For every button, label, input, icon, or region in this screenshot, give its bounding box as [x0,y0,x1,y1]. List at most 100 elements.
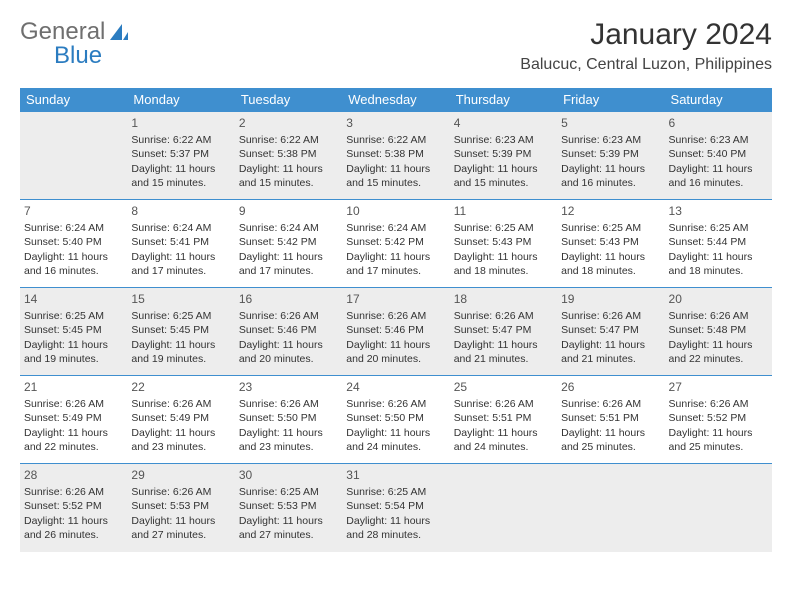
day-detail-line: Sunrise: 6:26 AM [24,397,123,411]
day-number: 24 [346,379,445,395]
calendar-day-cell: 25Sunrise: 6:26 AMSunset: 5:51 PMDayligh… [450,376,557,464]
logo-sail-icon [108,22,130,42]
calendar-day-cell: 31Sunrise: 6:25 AMSunset: 5:54 PMDayligh… [342,464,449,552]
day-detail-line: Sunrise: 6:22 AM [346,133,445,147]
calendar-week-row: 28Sunrise: 6:26 AMSunset: 5:52 PMDayligh… [20,464,772,552]
calendar-day-cell: 5Sunrise: 6:23 AMSunset: 5:39 PMDaylight… [557,112,664,200]
calendar-day-cell: 16Sunrise: 6:26 AMSunset: 5:46 PMDayligh… [235,288,342,376]
day-detail-line: Sunrise: 6:26 AM [454,309,553,323]
calendar-day-cell: 23 Sunrise: 6:26 AMSunset: 5:50 PMDayligh… [235,376,342,464]
day-number: 8 [131,203,230,219]
day-detail-line: Sunrise: 6:26 AM [454,397,553,411]
calendar-day-cell: 12Sunrise: 6:25 AMSunset: 5:43 PMDayligh… [557,200,664,288]
day-number: 13 [669,203,768,219]
day-detail-line: Sunset: 5:54 PM [346,499,445,513]
day-detail-line: Sunrise: 6:26 AM [131,397,230,411]
day-number: 17 [346,291,445,307]
day-number: 4 [454,115,553,131]
calendar-day-cell: 11Sunrise: 6:25 AMSunset: 5:43 PMDayligh… [450,200,557,288]
calendar-day-cell: 22 Sunrise: 6:26 AMSunset: 5:49 PMDayligh… [127,376,234,464]
day-detail-line: Sunset: 5:39 PM [561,147,660,161]
day-number: 31 [346,467,445,483]
day-detail-line: Daylight: 11 hours and 26 minutes. [24,514,123,542]
day-detail-line: Sunrise: 6:25 AM [239,485,338,499]
calendar-week-row: 21Sunrise: 6:26 AMSunset: 5:49 PMDayligh… [20,376,772,464]
day-detail-line: Daylight: 11 hours and 27 minutes. [239,514,338,542]
day-number: 26 [561,379,660,395]
day-detail-line: Daylight: 11 hours and 15 minutes. [454,162,553,190]
calendar-day-cell: 18Sunrise: 6:26 AMSunset: 5:47 PMDayligh… [450,288,557,376]
day-number: 29 [131,467,230,483]
day-number: 18 [454,291,553,307]
calendar-day-cell [20,112,127,200]
calendar-day-cell [665,464,772,552]
day-detail-line: Sunrise: 6:23 AM [454,133,553,147]
day-detail-line: Sunset: 5:45 PM [131,323,230,337]
day-number: 1 [131,115,230,131]
day-number: 11 [454,203,553,219]
header: General January 2024 Balucuc, Central Lu… [20,18,772,74]
weekday-header: Thursday [450,88,557,112]
day-number: 30 [239,467,338,483]
day-detail-line: Sunrise: 6:26 AM [669,397,768,411]
calendar-body: 1 Sunrise: 6:22 AM Sunset: 5:37 PM Daylight… [20,112,772,552]
day-number: 12 [561,203,660,219]
calendar-day-cell: 1Sunrise: 6:22 AMSunset: 5:37 PMDaylight… [127,112,234,200]
day-detail-line: Daylight: 11 hours and 16 minutes. [561,162,660,190]
day-detail-line: Sunset: 5:39 PM [454,147,553,161]
day-detail-line: Sunrise: 6:26 AM [239,397,338,411]
calendar-day-cell: 26Sunrise: 6:26 AMSunset: 5:51 PMDayligh… [557,376,664,464]
day-detail-line: Daylight: 11 hours and 25 minutes. [561,426,660,454]
day-detail-line: Sunset: 5:52 PM [24,499,123,513]
calendar-day-cell: 30Sunrise: 6:25 AMSunset: 5:53 PMDayligh… [235,464,342,552]
calendar-day-cell: 19Sunrise: 6:26 AMSunset: 5:47 PMDayligh… [557,288,664,376]
day-detail-line: Sunset: 5:49 PM [131,411,230,425]
day-number: 14 [24,291,123,307]
day-detail-line: Sunset: 5:53 PM [131,499,230,513]
day-detail-line: Daylight: 11 hours and 23 minutes. [131,426,230,454]
day-detail-line: Daylight: 11 hours and 21 minutes. [561,338,660,366]
day-detail-line: Daylight: 11 hours and 18 minutes. [454,250,553,278]
day-detail-line: Sunset: 5:37 PM [131,147,230,161]
day-number: 22 [131,379,230,395]
day-detail-line: Sunrise: 6:23 AM [669,133,768,147]
day-detail-line: Daylight: 11 hours and 20 minutes. [239,338,338,366]
calendar-week-row: 1 Sunrise: 6:22 AM Sunset: 5:37 PM Daylight… [20,112,772,200]
day-detail-line: Sunrise: 6:22 AM [239,133,338,147]
weekday-header: Saturday [665,88,772,112]
calendar-day-cell: 7Sunrise: 6:24 AMSunset: 5:40 PMDaylight… [20,200,127,288]
calendar-week-row: 14Sunrise: 6:25 AMSunset: 5:45 PMDayligh… [20,288,772,376]
calendar-day-cell: 20Sunrise: 6:26 AMSunset: 5:48 PMDayligh… [665,288,772,376]
day-detail-line: Sunset: 5:46 PM [346,323,445,337]
calendar-day-cell: 17Sunrise: 6:26 AMSunset: 5:46 PMDayligh… [342,288,449,376]
day-detail-line: Daylight: 11 hours and 17 minutes. [131,250,230,278]
day-detail-line: Sunrise: 6:26 AM [346,309,445,323]
calendar-day-cell: 3Sunrise: 6:22 AMSunset: 5:38 PMDaylight… [342,112,449,200]
day-detail-line: Sunset: 5:44 PM [669,235,768,249]
day-detail-line: Sunset: 5:50 PM [239,411,338,425]
day-detail-line: Sunset: 5:46 PM [239,323,338,337]
weekday-header: Sunday [20,88,127,112]
day-detail-line: Sunrise: 6:24 AM [239,221,338,235]
day-detail-line: Sunset: 5:51 PM [454,411,553,425]
day-number: 23 [239,379,338,395]
calendar-day-cell [450,464,557,552]
day-detail-line: Sunrise: 6:26 AM [669,309,768,323]
day-detail-line: Sunset: 5:42 PM [239,235,338,249]
day-number: 5 [561,115,660,131]
day-number: 20 [669,291,768,307]
day-number: 9 [239,203,338,219]
day-detail-line: Sunset: 5:45 PM [24,323,123,337]
day-detail-line: Daylight: 11 hours and 16 minutes. [24,250,123,278]
weekday-header: Monday [127,88,234,112]
day-detail-line: Sunrise: 6:24 AM [346,221,445,235]
day-number: 21 [24,379,123,395]
day-detail-line: Sunset: 5:49 PM [24,411,123,425]
day-detail-line: Sunrise: 6:26 AM [24,485,123,499]
day-detail-line: Daylight: 11 hours and 23 minutes. [239,426,338,454]
day-detail-line: Sunrise: 6:25 AM [669,221,768,235]
location-subtitle: Balucuc, Central Luzon, Philippines [520,56,772,74]
calendar-day-cell: 15Sunrise: 6:25 AMSunset: 5:45 PMDayligh… [127,288,234,376]
day-detail-line: Daylight: 11 hours and 18 minutes. [669,250,768,278]
day-number: 6 [669,115,768,131]
